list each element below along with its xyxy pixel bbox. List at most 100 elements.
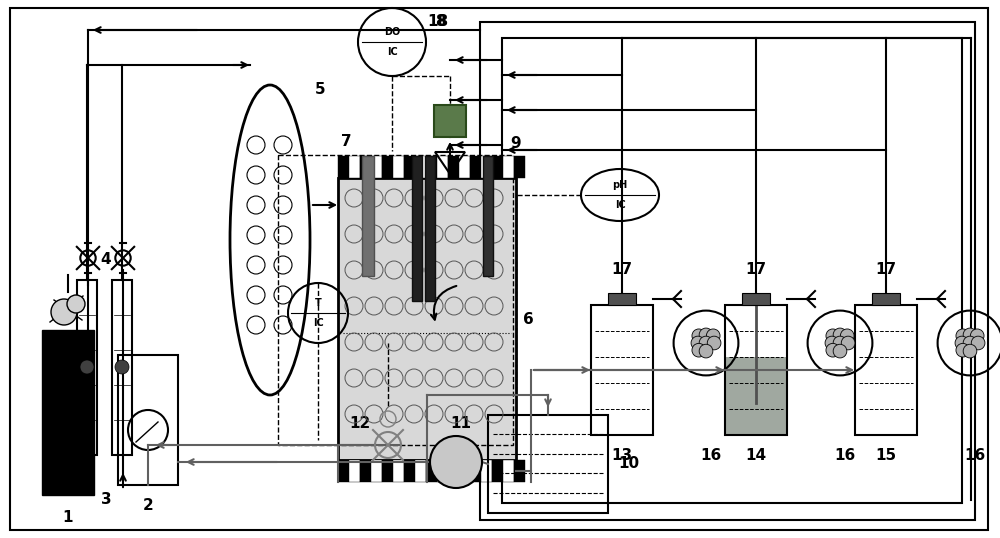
Text: T: T (315, 298, 321, 308)
Text: 1: 1 (63, 509, 73, 525)
Bar (426, 156, 437, 178)
Text: 16: 16 (964, 448, 986, 463)
Bar (371, 460, 382, 482)
Bar (349, 460, 360, 482)
Circle shape (956, 329, 970, 343)
Circle shape (691, 336, 705, 350)
Text: 9: 9 (511, 137, 521, 152)
Circle shape (826, 329, 840, 343)
Bar (725, 305, 787, 435)
Bar (459, 460, 470, 482)
Text: pH: pH (612, 180, 628, 190)
Bar (382, 156, 393, 178)
Circle shape (430, 436, 482, 488)
Text: 12: 12 (349, 415, 371, 430)
Circle shape (833, 328, 847, 342)
Text: 3: 3 (101, 492, 111, 507)
Circle shape (699, 336, 713, 350)
Circle shape (970, 329, 984, 343)
Text: 14: 14 (745, 448, 767, 463)
Bar (481, 156, 492, 178)
Bar (77, 280, 97, 455)
Bar (480, 22, 975, 520)
Text: IC: IC (387, 47, 397, 57)
Bar (437, 460, 448, 482)
Bar (425, 156, 435, 301)
Circle shape (692, 329, 706, 343)
Bar (459, 156, 470, 178)
Circle shape (699, 344, 713, 358)
Circle shape (692, 343, 706, 357)
Circle shape (833, 344, 847, 358)
Text: IC: IC (313, 318, 323, 328)
Bar (371, 156, 382, 178)
Bar (362, 156, 374, 276)
Bar (426, 460, 437, 482)
Circle shape (825, 336, 839, 350)
Circle shape (699, 328, 713, 342)
Circle shape (51, 299, 77, 325)
Bar (349, 156, 360, 178)
Bar (503, 156, 514, 178)
Bar (278, 155, 513, 445)
Bar (492, 460, 503, 482)
Bar (415, 460, 426, 482)
Circle shape (955, 336, 969, 350)
Bar (608, 293, 636, 305)
Bar (360, 156, 371, 178)
Bar (725, 357, 787, 435)
Bar (448, 460, 459, 482)
Bar (483, 156, 493, 276)
Circle shape (706, 329, 720, 343)
Bar (855, 305, 917, 435)
Bar (338, 460, 349, 482)
Text: DO: DO (384, 27, 400, 37)
Bar (42, 330, 94, 495)
Bar (514, 156, 525, 178)
Bar (412, 156, 422, 301)
Bar (437, 156, 448, 178)
Bar (470, 460, 481, 482)
Bar (514, 460, 525, 482)
Bar (118, 355, 178, 485)
Text: 16: 16 (834, 448, 856, 463)
Text: 16: 16 (700, 448, 722, 463)
Bar (488, 415, 608, 513)
Bar (470, 156, 481, 178)
Circle shape (956, 343, 970, 357)
Bar (382, 460, 393, 482)
Bar (872, 293, 900, 305)
Text: 6: 6 (523, 312, 533, 327)
Circle shape (833, 336, 847, 350)
Bar (393, 460, 404, 482)
Text: 17: 17 (875, 263, 897, 278)
Text: 11: 11 (450, 416, 472, 431)
Circle shape (963, 344, 977, 358)
Circle shape (707, 336, 721, 350)
Bar (404, 460, 415, 482)
Text: 15: 15 (875, 448, 897, 463)
Text: 2: 2 (143, 498, 153, 513)
Text: 18: 18 (427, 15, 449, 30)
Circle shape (963, 336, 977, 350)
Bar (434, 105, 466, 137)
Text: 13: 13 (611, 448, 633, 463)
Circle shape (67, 295, 85, 313)
Bar (481, 460, 492, 482)
Bar (338, 156, 349, 178)
Bar (502, 38, 962, 503)
Text: 17: 17 (745, 263, 767, 278)
Bar (404, 156, 415, 178)
Bar (448, 156, 459, 178)
Text: 17: 17 (611, 263, 633, 278)
Bar (338, 178, 516, 460)
Text: IC: IC (615, 200, 625, 210)
Bar (415, 156, 426, 178)
Bar (112, 280, 132, 455)
Bar (742, 293, 770, 305)
Bar (492, 156, 503, 178)
Text: 4: 4 (101, 252, 111, 267)
Circle shape (841, 336, 855, 350)
Text: 8: 8 (435, 15, 445, 30)
Text: 7: 7 (341, 133, 351, 148)
